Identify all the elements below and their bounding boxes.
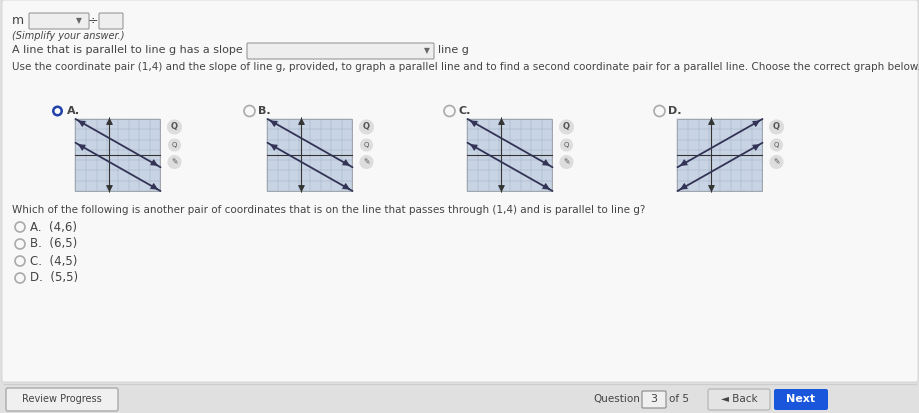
- Text: line g: line g: [437, 45, 469, 55]
- Text: of 5: of 5: [668, 394, 688, 404]
- Circle shape: [560, 139, 572, 151]
- FancyBboxPatch shape: [2, 0, 917, 382]
- FancyBboxPatch shape: [708, 389, 769, 410]
- Circle shape: [769, 156, 782, 169]
- Text: ◄ Back: ◄ Back: [720, 394, 756, 404]
- Text: Q: Q: [773, 142, 778, 148]
- Text: Review Progress: Review Progress: [22, 394, 102, 404]
- Circle shape: [359, 156, 372, 169]
- FancyBboxPatch shape: [6, 388, 118, 411]
- Text: A.: A.: [66, 106, 80, 116]
- Text: Question: Question: [593, 394, 640, 404]
- Bar: [75, 119, 160, 191]
- Text: Q: Q: [563, 142, 569, 148]
- Text: Q: Q: [171, 123, 177, 131]
- Text: ✎: ✎: [562, 157, 569, 166]
- Text: A.  (4,6): A. (4,6): [30, 221, 77, 233]
- FancyBboxPatch shape: [246, 43, 434, 59]
- Circle shape: [768, 120, 783, 134]
- Circle shape: [559, 120, 573, 134]
- Circle shape: [167, 120, 181, 134]
- Text: ▼: ▼: [76, 17, 82, 26]
- Text: Q: Q: [363, 123, 369, 131]
- Bar: [267, 119, 352, 191]
- Circle shape: [560, 156, 573, 169]
- Text: D.  (5,5): D. (5,5): [30, 271, 78, 285]
- Circle shape: [168, 139, 180, 151]
- Text: A line that is parallel to line g has a slope: A line that is parallel to line g has a …: [12, 45, 243, 55]
- Text: m =: m =: [12, 14, 39, 27]
- Circle shape: [770, 139, 782, 151]
- Bar: [467, 119, 552, 191]
- Text: 3: 3: [650, 394, 657, 404]
- Text: Q: Q: [172, 142, 177, 148]
- FancyBboxPatch shape: [773, 389, 827, 410]
- Text: ▼: ▼: [424, 47, 429, 55]
- FancyBboxPatch shape: [641, 391, 665, 408]
- FancyBboxPatch shape: [99, 13, 123, 29]
- Text: D.: D.: [668, 106, 681, 116]
- Text: B.: B.: [258, 106, 271, 116]
- Text: Next: Next: [786, 394, 814, 404]
- Text: ✎: ✎: [363, 157, 369, 166]
- Text: Which of the following is another pair of coordinates that is on the line that p: Which of the following is another pair o…: [12, 205, 644, 215]
- Text: Q: Q: [772, 123, 779, 131]
- Text: ✎: ✎: [773, 157, 778, 166]
- Circle shape: [168, 156, 181, 169]
- Text: (Simplify your answer.): (Simplify your answer.): [12, 31, 124, 41]
- Text: B.  (6,5): B. (6,5): [30, 237, 77, 251]
- Circle shape: [360, 139, 372, 151]
- Circle shape: [55, 109, 60, 113]
- Circle shape: [359, 120, 373, 134]
- Text: ÷: ÷: [87, 14, 98, 28]
- Circle shape: [52, 105, 62, 116]
- Text: ✎: ✎: [171, 157, 177, 166]
- Text: C.  (4,5): C. (4,5): [30, 254, 77, 268]
- FancyBboxPatch shape: [29, 13, 89, 29]
- Text: Q: Q: [562, 123, 570, 131]
- Text: C.: C.: [458, 106, 471, 116]
- Text: Use the coordinate pair (1,4) and the slope of line g, provided, to graph a para: Use the coordinate pair (1,4) and the sl…: [12, 62, 919, 72]
- Text: Q: Q: [363, 142, 369, 148]
- Bar: [676, 119, 762, 191]
